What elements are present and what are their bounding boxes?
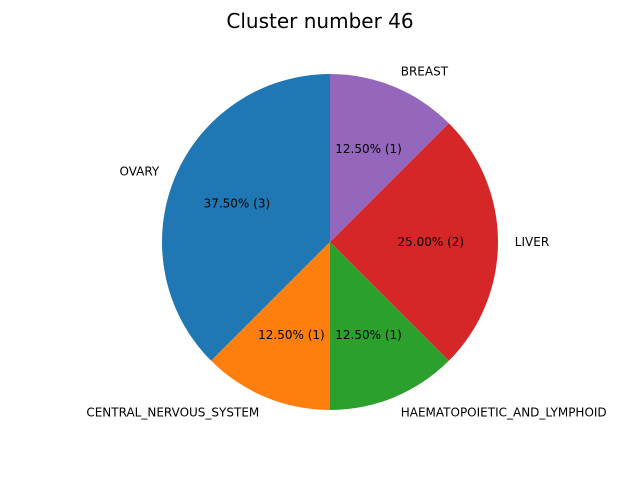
pie-slice-haematopoietic-and-lymphoid [330,242,449,410]
slice-percent-ovary: 37.50% (3) [204,196,271,210]
pie-slice-liver [330,123,498,361]
slice-label-liver: LIVER [515,235,549,249]
pie-slice-breast [330,74,449,242]
slice-label-ovary: OVARY [119,164,159,178]
slice-percent-liver: 25.00% (2) [398,235,465,249]
pie-slice-ovary [161,74,330,361]
slice-percent-central-nervous-system: 12.50% (1) [258,328,325,342]
pie-labels: OVARY 37.50% (3) CENTRAL_NERVOUS_SYSTEM 12.… [86,64,606,419]
slice-label-central-nervous-system: CENTRAL_NERVOUS_SYSTEM [86,406,259,420]
slice-label-breast: BREAST [401,64,449,78]
chart-title: Cluster number 46 [226,9,413,33]
slice-percent-haematopoietic-and-lymphoid: 12.50% (1) [335,328,402,342]
pie-slices [161,74,498,411]
pie-slice-central-nervous-system [211,242,330,411]
slice-label-haematopoietic-and-lymphoid: HAEMATOPOIETIC_AND_LYMPHOID [401,406,607,420]
slice-percent-breast: 12.50% (1) [335,142,402,156]
